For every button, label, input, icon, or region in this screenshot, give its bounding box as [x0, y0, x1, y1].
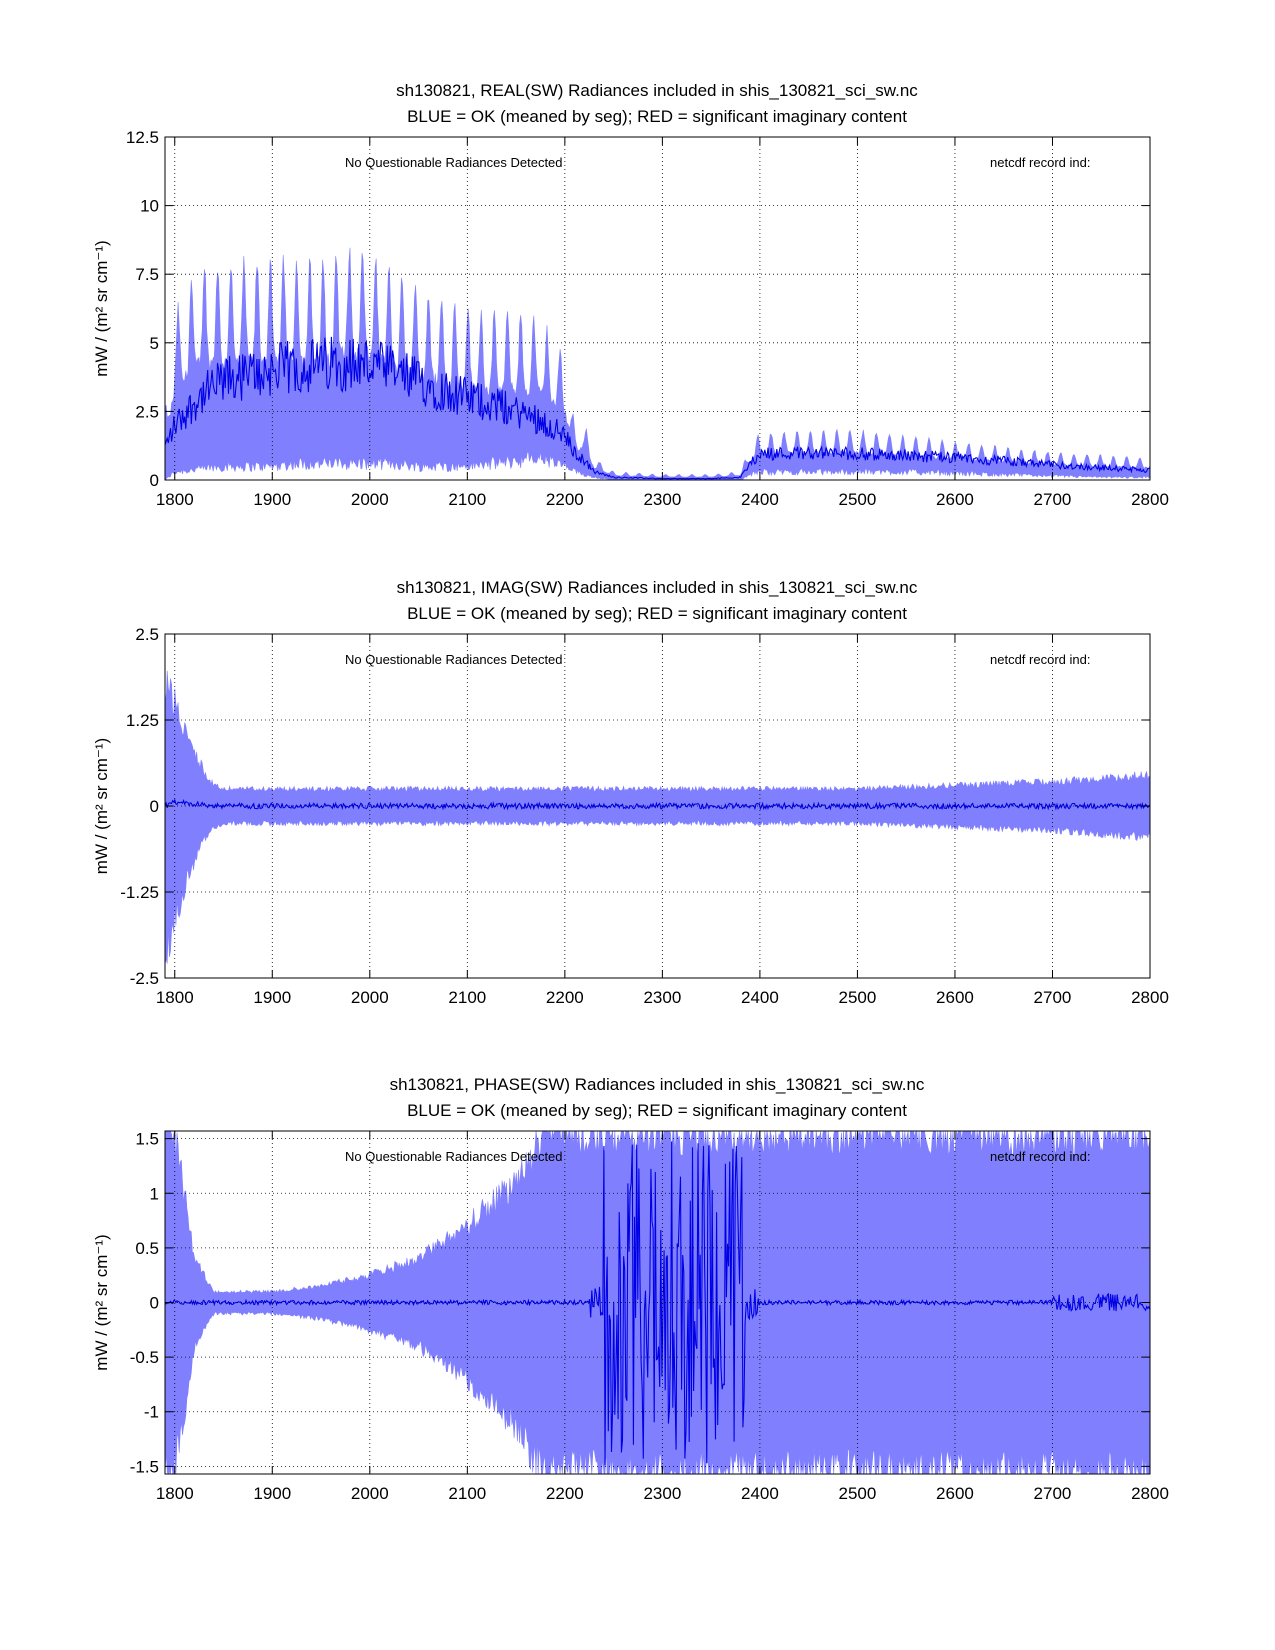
x-tick-label: 2500 — [839, 988, 877, 1007]
annotation-left: No Questionable Radiances Detected — [345, 652, 563, 667]
panel-title-line2: BLUE = OK (meaned by seg); RED = signifi… — [407, 107, 907, 126]
x-tick-label: 2600 — [936, 490, 974, 509]
annotation-right: netcdf record ind: — [990, 1149, 1090, 1164]
mean-line — [165, 336, 1150, 480]
x-tick-label: 2200 — [546, 988, 584, 1007]
x-tick-label: 2200 — [546, 490, 584, 509]
x-tick-label: 2800 — [1131, 988, 1169, 1007]
annotation-left: No Questionable Radiances Detected — [345, 155, 563, 170]
panel-title-line2: BLUE = OK (meaned by seg); RED = signifi… — [407, 604, 907, 623]
panel-title-line1: sh130821, REAL(SW) Radiances included in… — [396, 81, 918, 100]
panel-title-line1: sh130821, IMAG(SW) Radiances included in… — [397, 578, 918, 597]
y-tick-label: -2.5 — [130, 969, 159, 988]
x-tick-label: 2500 — [839, 1484, 877, 1503]
x-tick-label: 2700 — [1034, 988, 1072, 1007]
y-tick-label: 12.5 — [126, 128, 159, 147]
envelope-area — [165, 670, 1150, 965]
x-tick-label: 2800 — [1131, 490, 1169, 509]
y-tick-label: -1.25 — [120, 883, 159, 902]
y-tick-label: 2.5 — [135, 402, 159, 421]
y-tick-label: 7.5 — [135, 265, 159, 284]
x-tick-label: 2000 — [351, 490, 389, 509]
y-axis-label: mW / (m² sr cm⁻¹) — [92, 738, 111, 874]
x-tick-label: 2300 — [643, 988, 681, 1007]
x-tick-label: 2100 — [448, 490, 486, 509]
x-tick-label: 1800 — [156, 490, 194, 509]
x-tick-label: 2400 — [741, 988, 779, 1007]
x-tick-label: 2300 — [643, 490, 681, 509]
x-tick-label: 1900 — [253, 490, 291, 509]
x-tick-label: 2800 — [1131, 1484, 1169, 1503]
x-tick-label: 2100 — [448, 1484, 486, 1503]
annotation-right: netcdf record ind: — [990, 155, 1090, 170]
x-tick-label: 2100 — [448, 988, 486, 1007]
imag-radiance-panel: sh130821, IMAG(SW) Radiances included in… — [92, 578, 1169, 1007]
phase-radiance-panel: sh130821, PHASE(SW) Radiances included i… — [92, 1075, 1169, 1503]
x-tick-label: 2200 — [546, 1484, 584, 1503]
y-tick-label: 0 — [150, 797, 159, 816]
x-tick-label: 2000 — [351, 988, 389, 1007]
y-axis-label: mW / (m² sr cm⁻¹) — [92, 1234, 111, 1370]
y-tick-label: 0 — [150, 1294, 159, 1313]
panel-title-line2: BLUE = OK (meaned by seg); RED = signifi… — [407, 1101, 907, 1120]
x-tick-label: 2400 — [741, 490, 779, 509]
y-tick-label: 5 — [150, 334, 159, 353]
mean-line — [165, 1141, 1150, 1466]
y-tick-label: -1 — [144, 1403, 159, 1422]
x-tick-label: 2600 — [936, 988, 974, 1007]
annotation-right: netcdf record ind: — [990, 652, 1090, 667]
x-tick-label: 1800 — [156, 1484, 194, 1503]
x-tick-label: 2700 — [1034, 490, 1072, 509]
y-tick-label: -1.5 — [130, 1457, 159, 1476]
axes-box — [164, 136, 1151, 481]
x-tick-label: 2700 — [1034, 1484, 1072, 1503]
y-tick-label: 0.5 — [135, 1239, 159, 1258]
y-tick-label: 1.5 — [135, 1130, 159, 1149]
x-tick-label: 1900 — [253, 1484, 291, 1503]
x-tick-label: 2500 — [839, 490, 877, 509]
real-radiance-panel: sh130821, REAL(SW) Radiances included in… — [92, 81, 1169, 509]
y-tick-label: -0.5 — [130, 1348, 159, 1367]
envelope-area — [165, 247, 1150, 480]
y-tick-label: 1 — [150, 1184, 159, 1203]
x-tick-label: 2300 — [643, 1484, 681, 1503]
y-axis-label: mW / (m² sr cm⁻¹) — [92, 240, 111, 376]
x-tick-label: 1800 — [156, 988, 194, 1007]
x-tick-label: 2400 — [741, 1484, 779, 1503]
y-tick-label: 1.25 — [126, 711, 159, 730]
annotation-left: No Questionable Radiances Detected — [345, 1149, 563, 1164]
x-tick-label: 1900 — [253, 988, 291, 1007]
panel-title-line1: sh130821, PHASE(SW) Radiances included i… — [390, 1075, 925, 1094]
x-tick-label: 2000 — [351, 1484, 389, 1503]
x-tick-label: 2600 — [936, 1484, 974, 1503]
y-tick-label: 0 — [150, 471, 159, 490]
y-tick-label: 2.5 — [135, 625, 159, 644]
y-tick-label: 10 — [140, 197, 159, 216]
